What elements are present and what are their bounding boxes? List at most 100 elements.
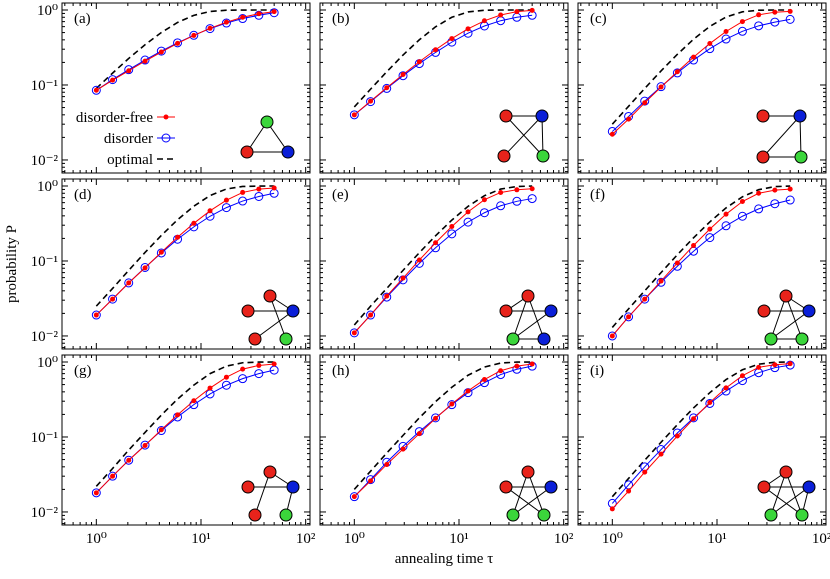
x-tick-label: 10¹ bbox=[449, 531, 469, 547]
graph-node bbox=[521, 465, 535, 479]
data-point bbox=[449, 224, 455, 230]
data-point bbox=[207, 25, 213, 31]
data-point bbox=[689, 413, 699, 423]
series-line bbox=[353, 363, 533, 498]
series-line bbox=[611, 363, 791, 510]
data-point bbox=[142, 265, 148, 271]
data-point bbox=[93, 490, 99, 496]
data-point bbox=[609, 131, 615, 137]
data-point bbox=[737, 26, 747, 36]
data-point bbox=[640, 294, 650, 304]
graph-node bbox=[795, 332, 809, 346]
y-tick-label: 10⁰ bbox=[37, 3, 58, 19]
data-point bbox=[221, 203, 231, 213]
data-point bbox=[126, 457, 132, 463]
data-point bbox=[672, 68, 682, 78]
data-point bbox=[366, 475, 376, 485]
data-point bbox=[449, 36, 455, 42]
data-point bbox=[656, 82, 666, 92]
x-tick-label: 10⁰ bbox=[602, 531, 623, 547]
data-point bbox=[366, 310, 376, 320]
data-point bbox=[110, 473, 116, 479]
panel: (c) bbox=[577, 2, 827, 174]
data-point bbox=[642, 296, 648, 302]
data-point bbox=[785, 14, 795, 24]
graph-node bbox=[764, 508, 778, 522]
data-point bbox=[514, 9, 520, 15]
graph-node bbox=[286, 480, 300, 494]
data-point bbox=[254, 369, 264, 379]
data-point bbox=[175, 234, 181, 240]
data-point bbox=[447, 229, 457, 239]
data-point bbox=[529, 7, 535, 13]
data-point bbox=[433, 47, 439, 53]
graph-node bbox=[537, 332, 551, 346]
graph-edge bbox=[762, 115, 801, 158]
x-axis-label: annealing time τ bbox=[395, 551, 494, 567]
data-point bbox=[626, 116, 632, 122]
graph-node bbox=[756, 150, 770, 164]
data-point bbox=[238, 374, 248, 384]
plot-frame bbox=[319, 2, 569, 174]
graph-node bbox=[536, 149, 550, 163]
data-point bbox=[449, 401, 455, 407]
data-point bbox=[512, 196, 522, 206]
graph-node bbox=[544, 480, 558, 494]
data-point bbox=[624, 312, 634, 322]
data-point bbox=[465, 26, 471, 32]
data-point bbox=[691, 416, 697, 422]
data-point bbox=[124, 455, 134, 465]
graph-node bbox=[779, 289, 793, 303]
data-point bbox=[368, 312, 374, 318]
data-point bbox=[191, 32, 197, 38]
data-point bbox=[609, 506, 615, 512]
graph-edge bbox=[799, 115, 802, 158]
series-line bbox=[611, 185, 791, 328]
data-point bbox=[626, 488, 632, 494]
data-point bbox=[756, 364, 762, 370]
series-line bbox=[611, 361, 791, 498]
data-point bbox=[398, 71, 408, 81]
panel: 10⁰ 10¹ 10² (h) annealing time τ bbox=[319, 354, 574, 567]
graph-edge bbox=[505, 115, 544, 157]
graph-node bbox=[499, 480, 513, 494]
data-point bbox=[481, 197, 487, 203]
data-point bbox=[140, 262, 150, 272]
graph-edge bbox=[763, 486, 803, 516]
data-point bbox=[156, 248, 166, 258]
data-point bbox=[91, 310, 101, 320]
data-point bbox=[721, 221, 731, 231]
data-point bbox=[739, 373, 745, 379]
data-point bbox=[384, 85, 390, 91]
x-tick-label: 10⁰ bbox=[344, 531, 365, 547]
data-point bbox=[156, 426, 166, 436]
graph-node bbox=[279, 332, 293, 346]
legend-label: disorder-free bbox=[76, 110, 153, 126]
y-tick-label: 10⁻² bbox=[31, 153, 59, 169]
graph-node bbox=[248, 332, 262, 346]
series-line bbox=[95, 9, 275, 89]
data-point bbox=[349, 110, 359, 120]
graph-node bbox=[794, 150, 808, 164]
data-point bbox=[481, 18, 487, 24]
series-line bbox=[95, 192, 275, 316]
data-point bbox=[368, 478, 374, 484]
data-point bbox=[400, 71, 406, 77]
data-point bbox=[91, 85, 101, 95]
graph-node bbox=[279, 508, 293, 522]
graph-edge bbox=[512, 486, 552, 516]
data-point bbox=[256, 186, 262, 192]
data-point bbox=[191, 220, 197, 226]
data-point bbox=[368, 98, 374, 104]
graph-node bbox=[499, 109, 513, 123]
data-point bbox=[124, 278, 134, 288]
panel-label: (e) bbox=[332, 187, 349, 203]
data-point bbox=[351, 494, 357, 500]
data-point bbox=[642, 469, 648, 475]
series-line bbox=[611, 10, 791, 135]
graph-node bbox=[757, 480, 771, 494]
data-point bbox=[481, 377, 487, 383]
data-point bbox=[739, 19, 745, 25]
graph-node bbox=[793, 109, 807, 123]
graph-node bbox=[506, 332, 520, 346]
